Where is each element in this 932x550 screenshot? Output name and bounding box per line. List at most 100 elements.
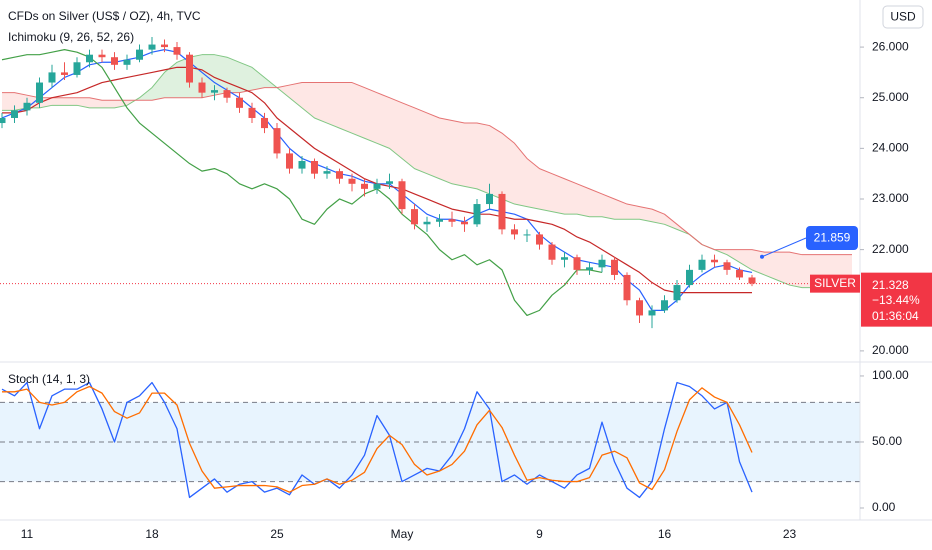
- x-tick-label: 18: [145, 527, 159, 541]
- cloud-fill: [739, 249, 752, 270]
- cloud-fill: [289, 82, 302, 108]
- candle-body: [323, 171, 331, 174]
- candle-body: [586, 267, 593, 270]
- candle-body: [98, 54, 106, 58]
- cloud-fill: [602, 193, 615, 220]
- cloud-fill: [427, 112, 440, 179]
- candle-body: [611, 259, 618, 275]
- cloud-fill: [377, 92, 390, 149]
- candle-body: [648, 310, 656, 316]
- candle-body: [198, 82, 206, 93]
- candle-body: [173, 47, 181, 55]
- candle-body: [86, 54, 93, 63]
- cloud-fill: [302, 82, 315, 118]
- cloud-fill: [789, 252, 802, 288]
- candle-body: [623, 274, 631, 301]
- countdown-label: 01:36:04: [872, 309, 919, 323]
- back-layer: [0, 54, 860, 483]
- symbol-label: SILVER: [814, 276, 856, 290]
- cloud-fill: [402, 102, 415, 169]
- alert-box: [806, 226, 858, 250]
- cloud-fill: [389, 97, 402, 159]
- candle-body: [673, 285, 681, 301]
- candle-body: [448, 219, 456, 222]
- candle-body: [23, 102, 31, 111]
- candle-body: [573, 257, 581, 270]
- alert-point: [760, 254, 764, 259]
- cloud-fill: [452, 120, 465, 187]
- candle-body: [373, 183, 381, 189]
- cloud-fill: [339, 82, 352, 134]
- candle-body: [123, 59, 131, 65]
- cloud-fill: [514, 143, 527, 207]
- currency-label: USD: [890, 10, 916, 24]
- indicator-label: Ichimoku (9, 26, 52, 26): [8, 30, 134, 44]
- candle-body: [211, 90, 218, 93]
- candle-body: [661, 300, 668, 311]
- candle-body: [498, 193, 506, 230]
- span-b-line: [2, 82, 852, 256]
- x-tick-label: 11: [21, 527, 34, 541]
- y-tick-label: 100.00: [872, 368, 909, 382]
- candle-body: [486, 193, 493, 205]
- cloud-fill: [589, 188, 602, 217]
- candle-body: [561, 257, 568, 260]
- candle-body: [261, 117, 268, 129]
- alert-connector: [761, 237, 807, 258]
- currency-button[interactable]: [882, 5, 924, 29]
- cloud-fill: [489, 125, 502, 199]
- cloud-fill: [614, 198, 627, 220]
- cloud-fill: [164, 62, 177, 98]
- x-tick-label: 25: [270, 527, 284, 541]
- candle-body: [61, 72, 68, 75]
- candle-body: [48, 72, 56, 83]
- cloud-fill: [314, 82, 327, 124]
- candle-body: [636, 300, 643, 316]
- x-tick-label: 16: [658, 527, 672, 541]
- candle-body: [111, 57, 118, 65]
- candle-body: [0, 117, 6, 124]
- cloud-fill: [364, 87, 377, 144]
- candle-body: [723, 262, 731, 270]
- symbol-tag: [810, 274, 860, 293]
- cloud-fill: [89, 97, 102, 108]
- candle-body: [473, 204, 481, 225]
- cloud-fill: [252, 67, 265, 91]
- candle-body: [436, 219, 443, 222]
- candle-body: [186, 54, 193, 83]
- candle-layer: [0, 36, 756, 329]
- cloud-fill: [527, 158, 540, 210]
- candle-body: [286, 153, 293, 169]
- candle-body: [711, 259, 718, 263]
- x-tick-label: May: [391, 527, 414, 541]
- cloud-fill: [777, 252, 790, 286]
- cloud-fill: [77, 97, 90, 108]
- cloud-fill: [52, 97, 65, 106]
- cloud-fill: [464, 123, 477, 189]
- candle-body: [311, 161, 318, 174]
- candle-body: [73, 62, 81, 75]
- cloud-fill: [239, 62, 252, 93]
- chart-title: CFDs on Silver (US$ / OZ), 4h, TVC: [8, 9, 201, 23]
- candle-body: [736, 269, 743, 278]
- cloud-fill: [539, 168, 552, 212]
- candle-body: [598, 259, 606, 268]
- stoch-line: [1, 381, 753, 499]
- candle-body: [336, 171, 343, 179]
- candle-body: [398, 181, 406, 210]
- cloud-fill: [352, 82, 365, 139]
- candle-body: [461, 221, 468, 225]
- cloud-fill: [627, 204, 640, 220]
- change-label: −13.44%: [872, 293, 920, 307]
- cloud-fill: [327, 82, 340, 129]
- cloud-fill: [152, 72, 165, 101]
- candle-body: [236, 97, 243, 108]
- y-tick-label: 0.00: [872, 500, 896, 514]
- candle-body: [223, 90, 231, 98]
- y-tick-label: 26.000: [872, 39, 909, 53]
- candle-body: [748, 277, 756, 284]
- y-tick-label: 23.000: [872, 191, 909, 205]
- x-tick-label: 23: [783, 527, 797, 541]
